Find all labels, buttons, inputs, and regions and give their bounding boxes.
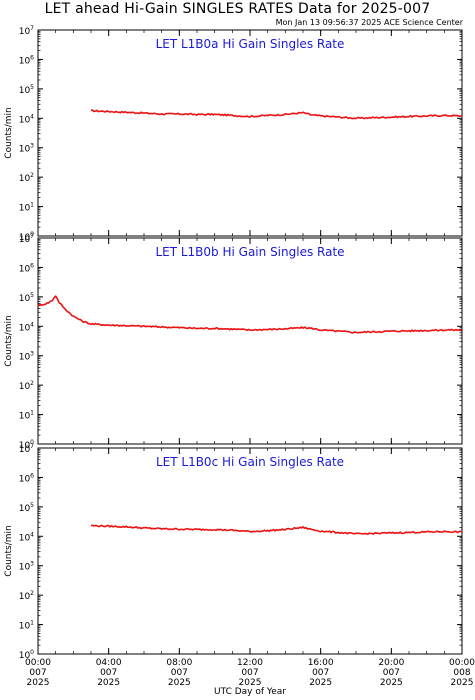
plot-frame xyxy=(37,237,463,445)
y-tick-label: 105 xyxy=(19,292,34,304)
panel-title: LET L1B0c Hi Gain Singles Rate xyxy=(156,455,344,469)
y-tick-label: 105 xyxy=(19,84,34,96)
y-axis-label: Counts/min xyxy=(4,315,14,366)
y-axis-label: Counts/min xyxy=(4,525,14,576)
series-line xyxy=(91,109,463,120)
y-tick-label: 106 xyxy=(19,54,34,66)
y-tick-label: 101 xyxy=(19,410,34,422)
x-axis-label: UTC Day of Year xyxy=(214,687,286,697)
y-tick-label: 106 xyxy=(19,262,34,274)
y-tick-label: 104 xyxy=(19,531,34,543)
x-tick-label-doy: 008 xyxy=(453,668,470,678)
x-tick-label-doy: 007 xyxy=(241,668,258,678)
y-tick-label: 103 xyxy=(19,351,34,363)
y-tick-label: 100 xyxy=(19,439,34,451)
panel-title: LET L1B0a Hi Gain Singles Rate xyxy=(156,37,345,51)
y-tick-label: 102 xyxy=(19,172,34,184)
plot-frame xyxy=(37,29,463,237)
x-tick-label-year: 2025 xyxy=(97,678,120,688)
x-tick-label-time: 20:00 xyxy=(378,658,404,668)
y-tick-label: 101 xyxy=(19,620,34,632)
y-tick-label: 104 xyxy=(19,321,34,333)
x-tick-label-doy: 007 xyxy=(29,668,46,678)
x-tick-label-time: 12:00 xyxy=(237,658,263,668)
y-axis-label: Counts/min xyxy=(4,107,14,158)
x-tick-label-year: 2025 xyxy=(380,678,403,688)
y-tick-label: 100 xyxy=(19,649,34,661)
x-tick-label-year: 2025 xyxy=(168,678,191,688)
x-tick-label-time: 08:00 xyxy=(166,658,192,668)
series-line xyxy=(37,295,463,334)
y-tick-label: 100 xyxy=(19,231,34,243)
x-tick-label-doy: 007 xyxy=(100,668,117,678)
x-tick-label-time: 04:00 xyxy=(96,658,122,668)
y-tick-label: 102 xyxy=(19,380,34,392)
plot-frame xyxy=(37,447,463,655)
x-tick-label-time: 00:00 xyxy=(25,658,51,668)
y-tick-label: 105 xyxy=(19,502,34,514)
y-tick-label: 107 xyxy=(19,233,34,245)
x-tick-label-year: 2025 xyxy=(27,678,50,688)
x-tick-label-year: 2025 xyxy=(239,678,262,688)
x-tick-label-doy: 007 xyxy=(383,668,400,678)
y-tick-label: 107 xyxy=(19,443,34,455)
panel-title: LET L1B0b Hi Gain Singles Rate xyxy=(155,245,344,259)
timestamp: Mon Jan 13 09:56:37 2025 ACE Science Cen… xyxy=(275,18,463,27)
x-tick-label-year: 2025 xyxy=(451,678,474,688)
x-tick-label-doy: 007 xyxy=(171,668,188,678)
y-tick-label: 107 xyxy=(19,25,34,37)
x-tick-label-year: 2025 xyxy=(309,678,332,688)
y-tick-label: 104 xyxy=(19,113,34,125)
y-tick-label: 103 xyxy=(19,561,34,573)
x-tick-label-time: 16:00 xyxy=(308,658,334,668)
y-tick-label: 101 xyxy=(19,202,34,214)
y-tick-label: 106 xyxy=(19,472,34,484)
series-line xyxy=(90,524,463,536)
x-tick-label-time: 00:00 xyxy=(449,658,475,668)
y-tick-label: 102 xyxy=(19,590,34,602)
x-tick-label-doy: 007 xyxy=(312,668,329,678)
chart-title: LET ahead Hi-Gain SINGLES RATES Data for… xyxy=(44,1,431,17)
y-tick-label: 103 xyxy=(19,143,34,155)
